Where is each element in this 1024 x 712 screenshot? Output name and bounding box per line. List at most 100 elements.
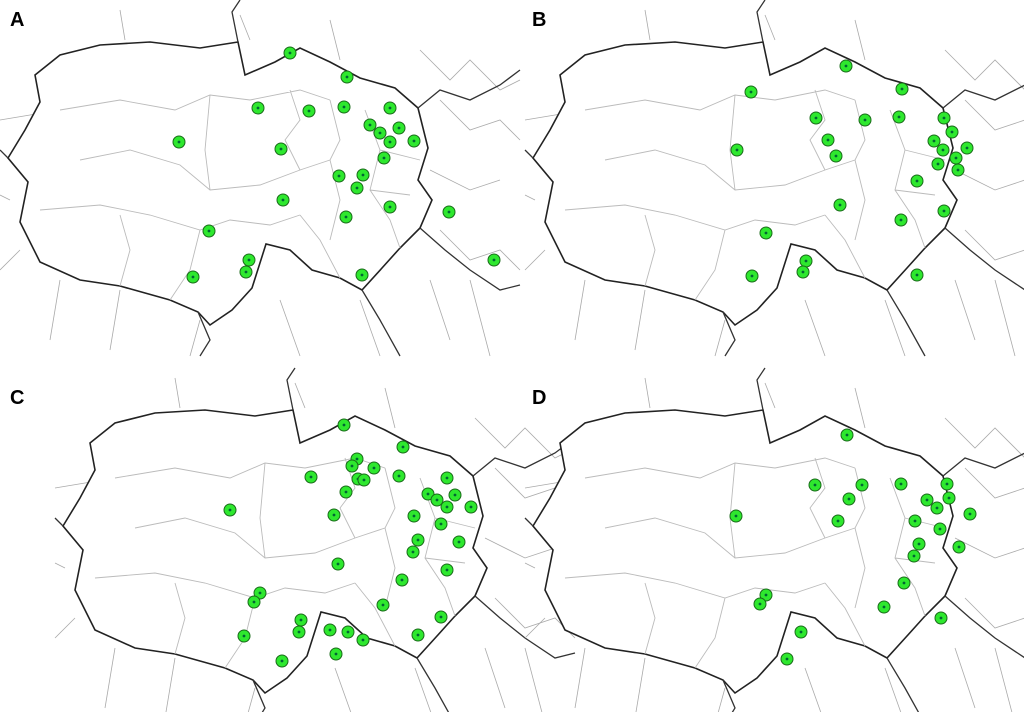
site-center (332, 513, 336, 517)
site-center (735, 148, 739, 152)
site-center (457, 540, 461, 544)
site-center (785, 657, 789, 661)
map-d (524, 367, 1024, 712)
site-center (947, 496, 951, 500)
site-center (279, 147, 283, 151)
site-center (344, 215, 348, 219)
site-center (445, 476, 449, 480)
site-center (388, 140, 392, 144)
site-center (297, 630, 301, 634)
site-center (734, 514, 738, 518)
site-center (177, 140, 181, 144)
site-center (207, 229, 211, 233)
site-center (258, 591, 262, 595)
map-a (0, 0, 521, 357)
panel-label: D (532, 387, 546, 409)
site-center (469, 505, 473, 509)
site-center (814, 116, 818, 120)
site-center (337, 174, 341, 178)
site-center (945, 482, 949, 486)
site-center (401, 445, 405, 449)
site-center (954, 156, 958, 160)
site-center (344, 490, 348, 494)
site-center (244, 270, 248, 274)
site-center (902, 581, 906, 585)
site-center (350, 464, 354, 468)
site-center (411, 550, 415, 554)
site-center (834, 154, 838, 158)
site-center (397, 126, 401, 130)
site-center (965, 146, 969, 150)
site-center (938, 527, 942, 531)
site-center (336, 562, 340, 566)
site-center (912, 554, 916, 558)
site-center (941, 148, 945, 152)
site-center (191, 275, 195, 279)
site-center (838, 203, 842, 207)
site-center (764, 593, 768, 597)
site-center (758, 602, 762, 606)
site-center (342, 105, 346, 109)
site-center (281, 198, 285, 202)
site-center (882, 605, 886, 609)
site-center (915, 179, 919, 183)
site-center (361, 638, 365, 642)
site-center (256, 106, 260, 110)
site-center (445, 568, 449, 572)
site-center (416, 538, 420, 542)
site-center (968, 512, 972, 516)
site-center (309, 475, 313, 479)
site-center (900, 87, 904, 91)
site-center (397, 474, 401, 478)
site-center (388, 205, 392, 209)
site-center (804, 259, 808, 263)
site-center (957, 545, 961, 549)
site-center (950, 130, 954, 134)
site-center (936, 162, 940, 166)
site-center (382, 156, 386, 160)
site-center (749, 90, 753, 94)
site-center (435, 498, 439, 502)
panel-label: C (10, 387, 24, 409)
site-center (412, 514, 416, 518)
sites (172, 46, 977, 668)
site-center (252, 600, 256, 604)
panel-label: B (532, 9, 546, 31)
site-center (799, 630, 803, 634)
site-center (942, 209, 946, 213)
site-center (328, 628, 332, 632)
site-center (439, 615, 443, 619)
site-center (925, 498, 929, 502)
site-center (400, 578, 404, 582)
site-center (342, 423, 346, 427)
site-center (899, 482, 903, 486)
site-center (492, 258, 496, 262)
map-c (54, 367, 576, 712)
site-center (801, 270, 805, 274)
site-center (863, 118, 867, 122)
site-center (345, 75, 349, 79)
site-center (334, 652, 338, 656)
site-center (299, 618, 303, 622)
site-center (378, 131, 382, 135)
site-center (355, 457, 359, 461)
site-center (847, 497, 851, 501)
site-center (453, 493, 457, 497)
site-center (445, 505, 449, 509)
site-center (932, 139, 936, 143)
site-center (942, 116, 946, 120)
site-center (247, 258, 251, 262)
site-center (307, 109, 311, 113)
site-center (897, 115, 901, 119)
site-center (361, 173, 365, 177)
site-center (360, 273, 364, 277)
site-center (935, 506, 939, 510)
site-center (750, 274, 754, 278)
site-center (412, 139, 416, 143)
site-center (826, 138, 830, 142)
site-center (813, 483, 817, 487)
site-center (362, 478, 366, 482)
panel-label: A (10, 9, 24, 31)
site-center (447, 210, 451, 214)
